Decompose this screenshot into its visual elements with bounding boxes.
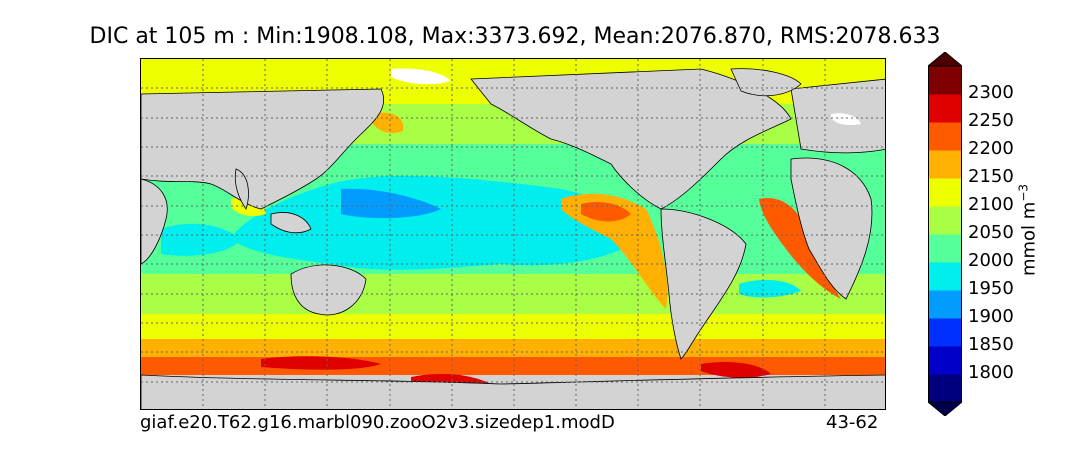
region-pacific-blue bbox=[341, 188, 441, 219]
colorbar-segment bbox=[928, 206, 962, 235]
land-australia bbox=[290, 264, 367, 316]
colorbar-segment bbox=[928, 178, 962, 207]
colorbar-tick-label: 1950 bbox=[968, 278, 1014, 299]
colorbar-label: mmol m−3 bbox=[1017, 184, 1040, 276]
colorbar-over-triangle bbox=[928, 52, 962, 67]
colorbar-tick-label: 2250 bbox=[968, 110, 1014, 131]
colorbar-tick-label: 1900 bbox=[968, 306, 1014, 327]
land-greenland bbox=[730, 68, 802, 97]
colorbar-tick-label: 2000 bbox=[968, 250, 1014, 271]
land-asia bbox=[141, 88, 385, 210]
colorbar-segment bbox=[928, 66, 962, 95]
region-indian-cyan bbox=[161, 223, 241, 256]
region-okhotsk bbox=[371, 112, 404, 134]
colorbar-segment bbox=[928, 234, 962, 263]
colorbar-segment bbox=[928, 318, 962, 347]
colorbar-tick-label: 1800 bbox=[968, 362, 1014, 383]
region-southern-red-patch-1 bbox=[261, 356, 381, 370]
colorbar-segment bbox=[928, 94, 962, 123]
colorbar-tick-label: 2100 bbox=[968, 194, 1014, 215]
map-grid bbox=[141, 59, 885, 409]
colorbar-border bbox=[928, 65, 962, 403]
colorbar-tick-label: 2050 bbox=[968, 222, 1014, 243]
chart-title: DIC at 105 m : Min:1908.108, Max:3373.69… bbox=[89, 24, 941, 49]
colorbar-label-exponent: −3 bbox=[1016, 183, 1031, 202]
land-africa-east bbox=[141, 178, 168, 265]
colorbar-segment bbox=[928, 262, 962, 291]
colorbar-segment bbox=[928, 346, 962, 375]
colorbar-segment bbox=[928, 374, 962, 403]
region-white-ice-2 bbox=[831, 113, 861, 126]
colorbar-tick-label: 1850 bbox=[968, 334, 1014, 355]
land-india bbox=[234, 168, 249, 210]
map-panel bbox=[140, 58, 886, 410]
years-label: 43-62 bbox=[826, 412, 879, 433]
region-white-ice-1 bbox=[391, 68, 451, 85]
region-peru-orange bbox=[561, 193, 668, 309]
colorbar-segment bbox=[928, 290, 962, 319]
colorbar-segment bbox=[928, 150, 962, 179]
case-name: giaf.e20.T62.g16.marbl090.zooO2v3.sizede… bbox=[140, 412, 615, 433]
colorbar-under-triangle bbox=[928, 401, 962, 416]
region-atlantic-cyan bbox=[739, 279, 801, 298]
colorbar-tick-label: 2150 bbox=[968, 166, 1014, 187]
colorbar-tick-label: 2300 bbox=[968, 82, 1014, 103]
colorbar-tick-label: 2200 bbox=[968, 138, 1014, 159]
land-north-america bbox=[470, 68, 792, 210]
region-southern-red-patch-3 bbox=[701, 362, 771, 378]
dic-map bbox=[141, 59, 885, 409]
land-maritime-continent bbox=[270, 212, 312, 234]
colorbar bbox=[928, 52, 962, 416]
colorbar-label-text: mmol m bbox=[1018, 201, 1040, 277]
region-pacific-cyan bbox=[231, 175, 641, 270]
colorbar-segment bbox=[928, 122, 962, 151]
region-benguela-orange bbox=[759, 198, 841, 299]
region-peru-red bbox=[581, 202, 631, 222]
